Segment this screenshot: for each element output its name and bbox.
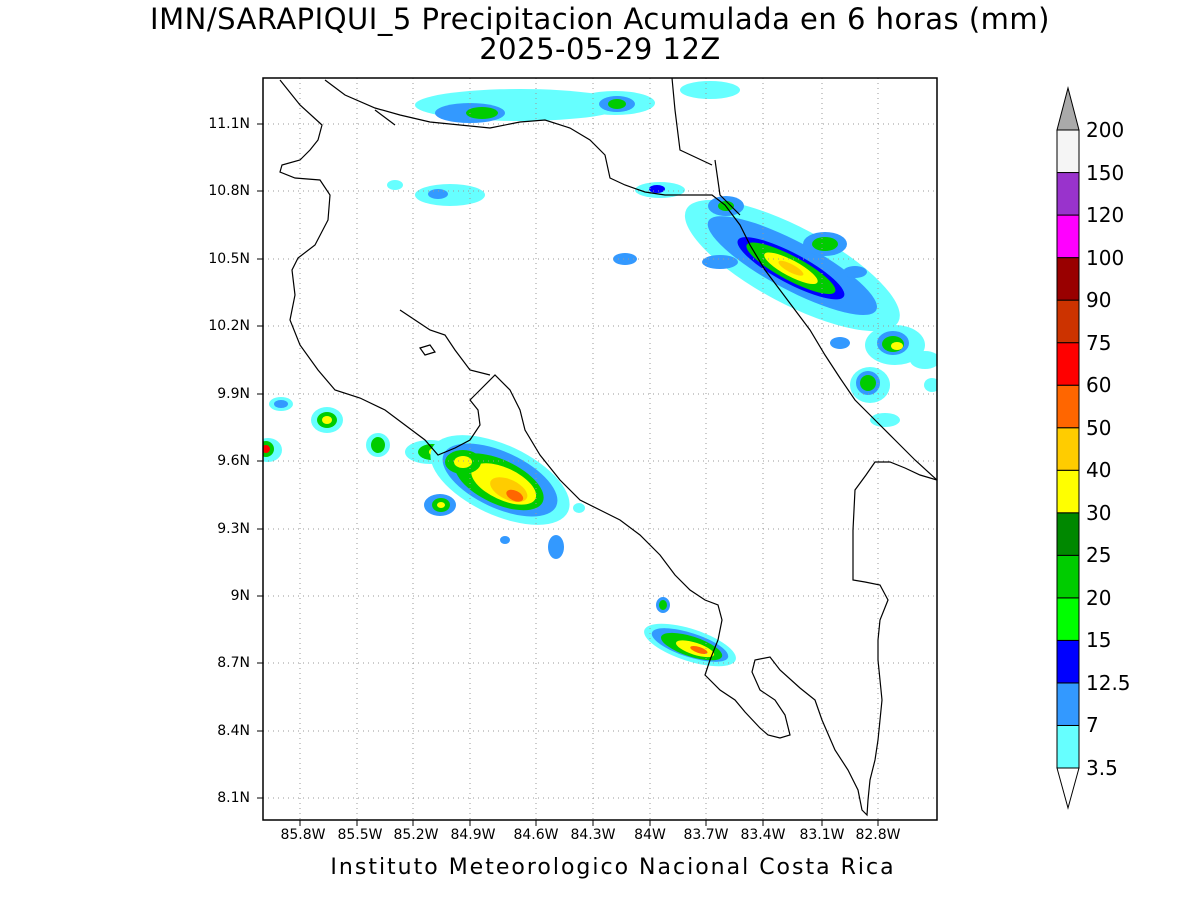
colorbar-swatch <box>1056 342 1080 386</box>
lat-label: 9.3N <box>217 521 250 537</box>
colorbar-label: 100 <box>1086 245 1125 270</box>
colorbar-swatch <box>1056 639 1080 684</box>
colorbar-swatch <box>1056 682 1080 726</box>
lon-label: 83.7W <box>683 827 729 843</box>
colorbar-label: 90 <box>1086 288 1112 313</box>
lat-label: 9N <box>230 588 250 604</box>
colorbar-label: 50 <box>1086 415 1112 440</box>
colorbar-bottom-triangle <box>1056 767 1080 810</box>
lon-label: 83.4W <box>740 827 786 843</box>
lon-label: 84W <box>634 827 666 843</box>
colorbar-swatch <box>1056 384 1080 429</box>
footer-credit: Instituto Meteorologico Nacional Costa R… <box>330 855 896 880</box>
colorbar-label: 30 <box>1086 500 1112 525</box>
lat-label: 10.5N <box>208 251 250 267</box>
colorbar-label: 200 <box>1086 118 1125 142</box>
colorbar-swatch <box>1056 512 1080 556</box>
colorbar-swatch <box>1056 214 1080 259</box>
colorbar-swatch <box>1056 172 1080 216</box>
colorbar-label: 120 <box>1086 203 1125 228</box>
colorbar-swatch <box>1056 129 1080 174</box>
colorbar-label: 40 <box>1086 458 1112 483</box>
colorbar-label: 12.5 <box>1086 670 1131 695</box>
map-date: 2025-05-29 12Z <box>479 32 721 66</box>
lon-label: 83.1W <box>799 827 845 843</box>
colorbar-swatch <box>1056 427 1080 471</box>
lon-label: 84.6W <box>513 827 559 843</box>
colorbar-top-triangle <box>1056 86 1080 131</box>
colorbar-label: 25 <box>1086 543 1112 568</box>
colorbar-swatch <box>1056 257 1080 301</box>
lon-label: 85.8W <box>280 827 326 843</box>
colorbar-label: 75 <box>1086 330 1112 355</box>
colorbar <box>1056 86 1080 810</box>
colorbar-label: 7 <box>1086 713 1099 738</box>
lat-label: 8.7N <box>217 655 250 671</box>
colorbar-swatch <box>1056 299 1080 344</box>
colorbar-swatch <box>1056 469 1080 514</box>
lat-label: 8.4N <box>217 723 250 739</box>
lat-label: 11.1N <box>208 116 250 132</box>
lon-label: 85.2W <box>393 827 439 843</box>
lat-label: 10.8N <box>208 183 250 199</box>
colorbar-swatch <box>1056 597 1080 641</box>
precip-field <box>263 81 937 667</box>
lat-label: 9.6N <box>217 453 250 469</box>
lon-label: 82.8W <box>855 827 901 843</box>
colorbar-label: 20 <box>1086 585 1112 610</box>
coastline <box>279 78 937 817</box>
lon-label: 84.3W <box>570 827 616 843</box>
lon-label: 84.9W <box>450 827 496 843</box>
colorbar-swatch <box>1056 554 1080 599</box>
lon-label: 85.5W <box>337 827 383 843</box>
lat-label: 8.1N <box>217 790 250 806</box>
lat-label: 10.2N <box>208 318 250 334</box>
map-title: IMN/SARAPIQUI_5 Precipitacion Acumulada … <box>150 2 1050 36</box>
plot-frame <box>262 77 938 821</box>
colorbar-swatch <box>1056 724 1080 769</box>
lat-label: 9.9N <box>217 386 250 402</box>
colorbar-label: 60 <box>1086 373 1112 398</box>
lat-lon-grid <box>263 78 937 820</box>
colorbar-label: 3.5 <box>1086 756 1118 780</box>
colorbar-label: 15 <box>1086 628 1112 653</box>
colorbar-label: 150 <box>1086 160 1125 185</box>
